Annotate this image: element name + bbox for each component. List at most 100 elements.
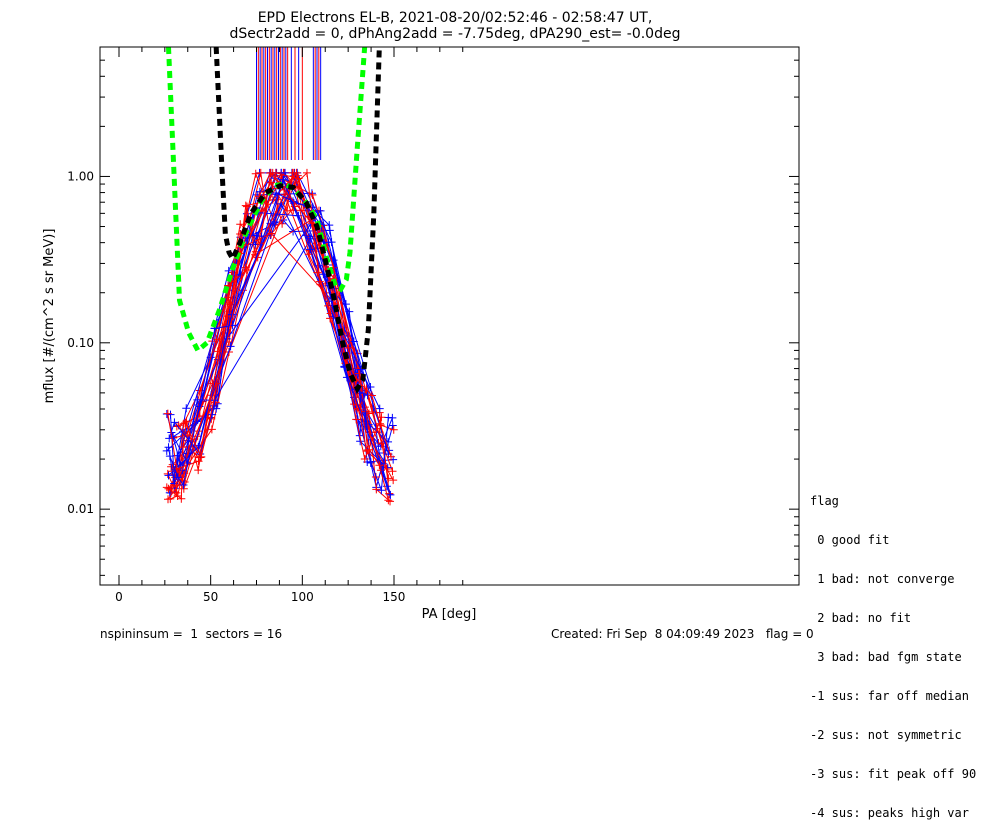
y-axis-label: mflux [#/(cm^2 s sr MeV)] xyxy=(42,229,57,404)
chart-subtitle: dSectr2add = 0, dPhAng2add = -7.75deg, d… xyxy=(230,26,681,42)
data-point-marker xyxy=(173,473,182,482)
data-trace xyxy=(169,178,388,487)
data-point-marker xyxy=(344,343,353,352)
data-point-marker xyxy=(182,417,191,426)
legend-item: 3 bad: bad fgm state xyxy=(810,650,962,664)
data-trace xyxy=(170,202,381,465)
data-point-marker xyxy=(375,419,384,428)
data-point-marker xyxy=(362,384,371,393)
legend: flag 0 good fit 1 bad: not converge 2 ba… xyxy=(810,469,976,833)
data-point-marker xyxy=(163,409,172,418)
data-point-marker xyxy=(241,201,250,210)
data-point-marker xyxy=(386,490,395,499)
x-tick-label: 150 xyxy=(383,590,406,604)
data-point-marker xyxy=(389,476,398,485)
data-point-marker xyxy=(164,471,173,480)
legend-heading: flag xyxy=(810,494,839,508)
y-tick-label: 0.10 xyxy=(67,336,94,350)
data-trace xyxy=(168,192,389,476)
data-point-marker xyxy=(324,238,333,247)
data-point-marker xyxy=(356,365,365,374)
data-point-marker xyxy=(389,425,398,434)
legend-item: 1 bad: not converge xyxy=(810,572,955,586)
data-point-marker xyxy=(377,486,386,495)
data-trace xyxy=(170,232,382,491)
data-point-marker xyxy=(294,174,303,183)
y-tick-label: 1.00 xyxy=(67,169,94,183)
data-point-marker xyxy=(377,439,386,448)
data-point-marker xyxy=(228,321,237,330)
data-point-marker xyxy=(207,425,216,434)
data-point-marker xyxy=(377,413,386,422)
data-point-marker xyxy=(213,347,222,356)
data-point-marker xyxy=(384,437,393,446)
data-trace xyxy=(215,171,393,448)
legend-item: -2 sus: not symmetric xyxy=(810,728,962,742)
data-point-marker xyxy=(224,266,233,275)
data-point-marker xyxy=(288,168,297,177)
data-point-marker xyxy=(266,169,275,178)
data-point-marker xyxy=(372,485,381,494)
data-point-marker xyxy=(306,245,315,254)
data-point-marker xyxy=(367,391,376,400)
data-point-marker xyxy=(166,486,175,495)
data-trace xyxy=(167,172,392,470)
data-point-marker xyxy=(382,482,391,491)
data-point-marker xyxy=(226,342,235,351)
data-point-marker xyxy=(267,229,276,238)
data-point-marker xyxy=(236,270,245,279)
data-trace xyxy=(184,172,389,501)
data-point-marker xyxy=(388,421,397,430)
legend-item: -1 sus: far off median xyxy=(810,689,969,703)
data-point-marker xyxy=(225,298,234,307)
data-point-marker xyxy=(375,461,384,470)
x-tick-label: 50 xyxy=(203,590,218,604)
plot-frame xyxy=(99,46,800,586)
data-point-marker xyxy=(315,277,324,286)
data-point-marker xyxy=(387,452,396,461)
data-point-marker xyxy=(325,226,334,235)
data-point-marker xyxy=(194,457,203,466)
data-point-marker xyxy=(384,413,393,422)
data-point-marker xyxy=(212,335,221,344)
y-tick-label: 0.01 xyxy=(67,502,94,516)
data-point-marker xyxy=(164,443,173,452)
data-point-marker xyxy=(242,202,251,211)
data-point-marker xyxy=(164,495,173,504)
data-point-marker xyxy=(179,481,188,490)
data-point-marker xyxy=(279,175,288,184)
data-point-marker xyxy=(236,220,245,229)
data-point-marker xyxy=(306,234,315,243)
chart-title: EPD Electrons EL-B, 2021-08-20/02:52:46 … xyxy=(258,10,653,26)
data-point-marker xyxy=(307,219,316,228)
data-point-marker xyxy=(171,481,180,490)
data-point-marker xyxy=(162,446,171,455)
data-point-marker xyxy=(252,231,261,240)
data-point-marker xyxy=(177,494,186,503)
data-trace xyxy=(168,209,389,491)
data-point-marker xyxy=(182,404,191,413)
data-point-marker xyxy=(251,169,260,178)
x-tick-label: 100 xyxy=(291,590,314,604)
data-point-marker xyxy=(316,206,325,215)
x-axis-label: PA [deg] xyxy=(422,607,477,622)
data-point-marker xyxy=(193,395,202,404)
data-point-marker xyxy=(388,467,397,476)
data-point-marker xyxy=(208,410,217,419)
data-point-marker xyxy=(165,452,174,461)
data-point-marker xyxy=(302,168,311,177)
chart: EPD Electrons EL-B, 2021-08-20/02:52:46 … xyxy=(42,10,800,622)
legend-item: -4 sus: peaks high var xyxy=(810,806,969,820)
data-point-marker xyxy=(194,466,203,475)
data-point-marker xyxy=(365,445,374,454)
data-clip-group xyxy=(162,47,398,506)
legend-item: 2 bad: no fit xyxy=(810,611,912,625)
data-point-marker xyxy=(197,452,206,461)
data-trace xyxy=(178,206,383,459)
data-point-marker xyxy=(256,168,265,177)
data-point-marker xyxy=(270,218,279,227)
footer-right: Created: Fri Sep 8 04:09:49 2023 flag = … xyxy=(551,627,814,641)
footer-left: nspininsum = 1 sectors = 16 xyxy=(100,627,283,641)
data-point-marker xyxy=(384,496,393,505)
data-point-marker xyxy=(181,418,190,427)
